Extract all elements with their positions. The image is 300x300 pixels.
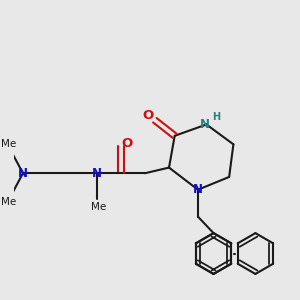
Text: N: N	[200, 118, 210, 131]
Text: Me: Me	[1, 197, 16, 208]
Text: N: N	[193, 183, 203, 196]
Text: N: N	[92, 167, 102, 180]
Text: N: N	[18, 167, 28, 180]
Text: Me: Me	[1, 139, 16, 149]
Text: Me: Me	[91, 202, 106, 212]
Text: H: H	[212, 112, 220, 122]
Text: O: O	[122, 137, 133, 150]
Text: O: O	[142, 110, 153, 122]
